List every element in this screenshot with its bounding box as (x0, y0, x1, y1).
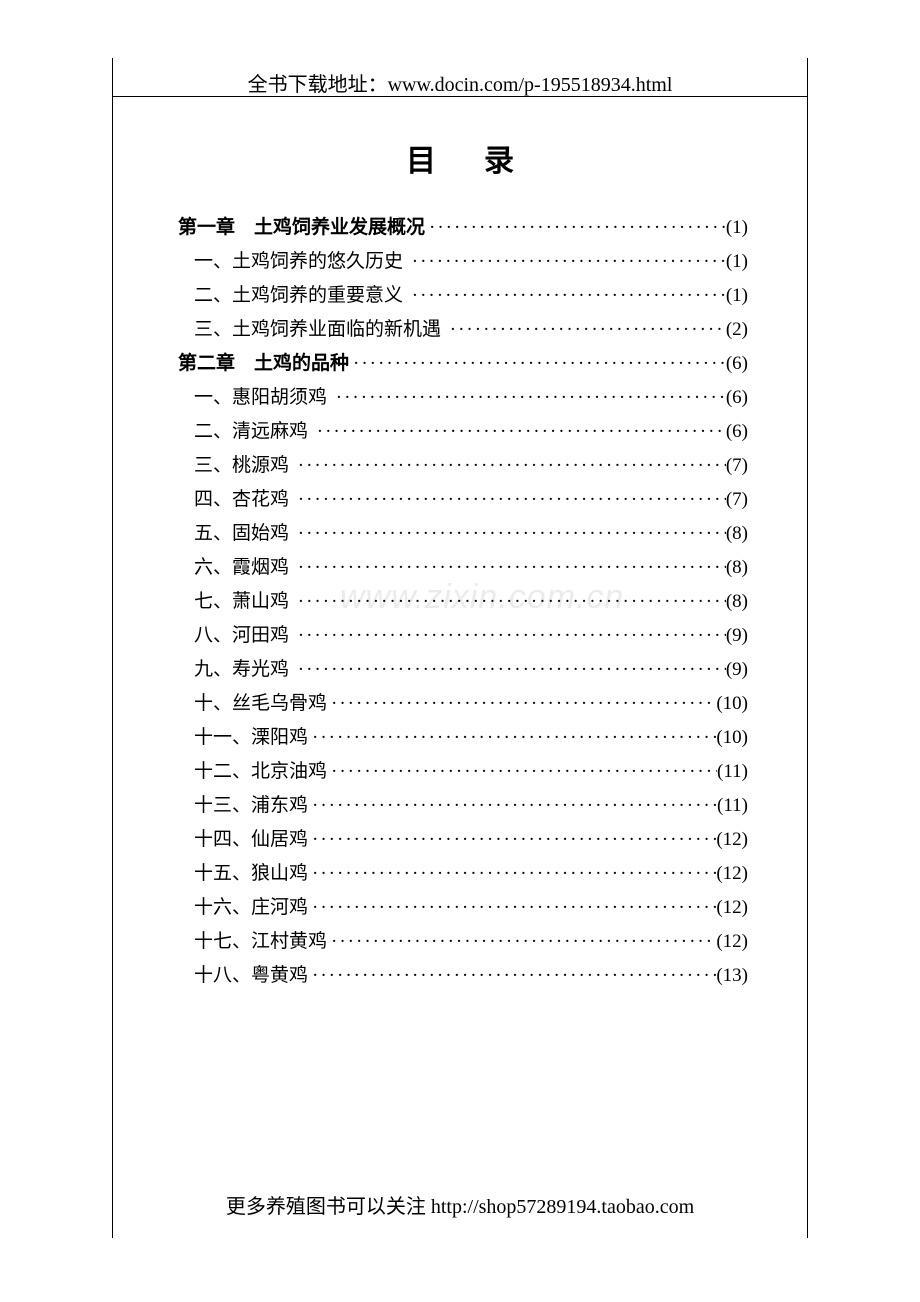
toc-leader-dots: ········································… (327, 928, 716, 957)
toc-leader-dots: ········································… (294, 588, 726, 617)
toc-entry: 八、河田鸡 ··································… (178, 622, 748, 651)
toc-leader-dots: ········································… (327, 690, 716, 719)
toc-label: 七、萧山鸡 (178, 588, 289, 617)
toc-page-number: (12) (716, 826, 748, 855)
toc-page-number: (13) (716, 962, 748, 991)
toc-label: 九、寿光鸡 (178, 656, 289, 685)
toc-leader-dots: ········································… (308, 724, 716, 753)
toc-label: 十三、浦东鸡 (178, 792, 308, 821)
toc-leader-dots: ········································… (294, 520, 726, 549)
toc-label: 四、杏花鸡 (178, 486, 289, 515)
toc-leader-dots: ········································… (313, 418, 726, 447)
toc-label: 二、清远麻鸡 (178, 418, 308, 447)
toc-page-number: (6) (726, 350, 748, 379)
toc-page-number: (9) (726, 622, 748, 651)
toc-leader-dots: ········································… (349, 350, 726, 379)
toc-leader-dots: ········································… (294, 622, 726, 651)
toc-page-number: (10) (716, 724, 748, 753)
toc-label: 十、丝毛乌骨鸡 (178, 690, 327, 719)
toc-entry: 十六、庄河鸡··································… (178, 894, 748, 923)
toc-entry: 一、土鸡饲养的悠久历史 ····························… (178, 248, 748, 277)
toc-page-number: (8) (726, 520, 748, 549)
toc-leader-dots: ········································… (308, 792, 717, 821)
toc-page-number: (1) (726, 282, 748, 311)
toc-leader-dots: ········································… (294, 656, 726, 685)
toc-label: 三、桃源鸡 (178, 452, 289, 481)
toc-leader-dots: ········································… (308, 894, 716, 923)
toc-entry: 十七、江村黄鸡·································… (178, 928, 748, 957)
toc-page-number: (1) (726, 214, 748, 243)
toc-leader-dots: ········································… (332, 384, 726, 413)
toc-entry: 二、土鸡饲养的重要意义 ····························… (178, 282, 748, 311)
toc-leader-dots: ········································… (294, 486, 726, 515)
footer-shop-link: 更多养殖图书可以关注 http://shop57289194.taobao.co… (112, 1190, 808, 1219)
toc-leader-dots: ········································… (408, 282, 726, 311)
toc-page-number: (7) (726, 452, 748, 481)
toc-page-number: (6) (726, 418, 748, 447)
toc-label: 十八、粤黄鸡 (178, 962, 308, 991)
toc-container: 第一章 土鸡饲养业发展概况···························… (178, 214, 748, 996)
toc-label: 十五、狼山鸡 (178, 860, 308, 889)
toc-page-number: (12) (716, 928, 748, 957)
toc-entry: 六、霞烟鸡 ··································… (178, 554, 748, 583)
toc-chapter: 第二章 土鸡的品种·······························… (178, 350, 748, 379)
toc-label: 一、土鸡饲养的悠久历史 (178, 248, 403, 277)
toc-page-number: (2) (726, 316, 748, 345)
toc-entry: 十五、狼山鸡··································… (178, 860, 748, 889)
toc-leader-dots: ········································… (308, 826, 716, 855)
toc-entry: 十、丝毛乌骨鸡·································… (178, 690, 748, 719)
toc-leader-dots: ········································… (308, 962, 716, 991)
toc-chapter: 第一章 土鸡饲养业发展概况···························… (178, 214, 748, 243)
toc-label: 二、土鸡饲养的重要意义 (178, 282, 403, 311)
toc-label: 十七、江村黄鸡 (178, 928, 327, 957)
toc-leader-dots: ········································… (294, 452, 726, 481)
toc-page-number: (12) (716, 894, 748, 923)
toc-entry: 三、土鸡饲养业面临的新机遇 ··························… (178, 316, 748, 345)
toc-page-number: (1) (726, 248, 748, 277)
toc-page-number: (9) (726, 656, 748, 685)
toc-page-number: (11) (717, 792, 748, 821)
toc-entry: 五、固始鸡 ··································… (178, 520, 748, 549)
toc-leader-dots: ········································… (425, 214, 726, 243)
toc-title: 目录 (112, 136, 808, 180)
header-rule (112, 96, 808, 97)
toc-leader-dots: ········································… (327, 758, 717, 787)
toc-page-number: (12) (716, 860, 748, 889)
toc-page-number: (10) (716, 690, 748, 719)
toc-page-number: (7) (726, 486, 748, 515)
header-download-link: 全书下载地址：www.docin.com/p-195518934.html (112, 68, 808, 97)
toc-leader-dots: ········································… (294, 554, 726, 583)
toc-entry: 一、惠阳胡须鸡 ································… (178, 384, 748, 413)
toc-page-number: (11) (717, 758, 748, 787)
toc-leader-dots: ········································… (308, 860, 716, 889)
toc-page-number: (6) (726, 384, 748, 413)
toc-entry: 二、清远麻鸡 ·································… (178, 418, 748, 447)
toc-entry: 十二、北京油鸡·································… (178, 758, 748, 787)
toc-label: 十二、北京油鸡 (178, 758, 327, 787)
toc-label: 六、霞烟鸡 (178, 554, 289, 583)
toc-label: 十六、庄河鸡 (178, 894, 308, 923)
toc-entry: 九、寿光鸡 ··································… (178, 656, 748, 685)
toc-label: 第一章 土鸡饲养业发展概况 (178, 214, 425, 243)
toc-entry: 七、萧山鸡 ··································… (178, 588, 748, 617)
toc-page-number: (8) (726, 588, 748, 617)
toc-entry: 三、桃源鸡 ··································… (178, 452, 748, 481)
toc-entry: 十三、浦东鸡··································… (178, 792, 748, 821)
toc-leader-dots: ········································… (408, 248, 726, 277)
toc-label: 一、惠阳胡须鸡 (178, 384, 327, 413)
toc-label: 八、河田鸡 (178, 622, 289, 651)
toc-label: 三、土鸡饲养业面临的新机遇 (178, 316, 441, 345)
toc-label: 十一、溧阳鸡 (178, 724, 308, 753)
toc-label: 十四、仙居鸡 (178, 826, 308, 855)
toc-label: 五、固始鸡 (178, 520, 289, 549)
toc-entry: 十一、溧阳鸡··································… (178, 724, 748, 753)
toc-entry: 十四、仙居鸡··································… (178, 826, 748, 855)
toc-label: 第二章 土鸡的品种 (178, 350, 349, 379)
toc-entry: 十八、粤黄鸡··································… (178, 962, 748, 991)
toc-page-number: (8) (726, 554, 748, 583)
toc-entry: 四、杏花鸡 ··································… (178, 486, 748, 515)
toc-leader-dots: ········································… (446, 316, 726, 345)
